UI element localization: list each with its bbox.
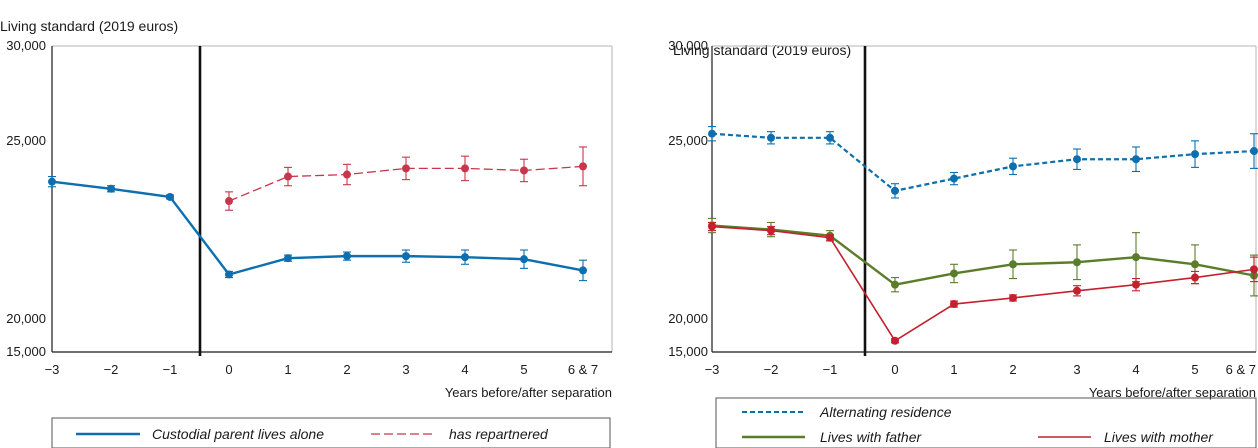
data-point-has-repartnered <box>284 172 292 181</box>
data-point-has-repartnered <box>343 170 351 179</box>
data-point-has-repartnered <box>461 164 469 173</box>
chart-left: Living standard (2019 euros) 30,000 25,0… <box>0 18 613 448</box>
data-point-has-repartnered <box>225 197 233 206</box>
data-point-custodial-parent-lives-alone <box>402 252 410 261</box>
legend-label: Lives with father <box>820 429 922 445</box>
legend-label: Alternating residence <box>819 404 952 420</box>
data-point-lives-with-mother <box>1073 286 1081 295</box>
y-tick-label: 20,000 <box>6 311 46 326</box>
data-point-alternating-residence <box>1132 155 1140 164</box>
series-line-lives-with-father <box>711 224 1255 286</box>
data-point-alternating-residence <box>826 133 834 142</box>
data-point-alternating-residence <box>950 174 958 183</box>
legend-label: Lives with mother <box>1104 429 1214 445</box>
legend-label: Custodial parent lives alone <box>152 426 324 442</box>
y-axis-title: Living standard (2019 euros) <box>0 18 178 34</box>
data-point-lives-with-mother <box>708 222 716 231</box>
x-tick-label: −1 <box>163 362 178 377</box>
data-point-has-repartnered <box>402 164 410 173</box>
data-point-lives-with-mother <box>1250 265 1258 274</box>
data-point-lives-with-mother <box>1009 293 1017 302</box>
data-point-has-repartnered <box>579 162 587 171</box>
data-point-lives-with-father <box>950 269 958 278</box>
data-point-alternating-residence <box>708 129 716 138</box>
x-axis-title: Years before/after separation <box>1089 385 1256 400</box>
legend-box <box>51 417 611 448</box>
x-tick-label: 0 <box>891 362 898 377</box>
series-line-lives-with-mother <box>711 225 1255 342</box>
x-tick-label: 4 <box>461 362 468 377</box>
data-point-custodial-parent-lives-alone <box>284 254 292 263</box>
series-line-custodial-parent-lives-alone <box>51 180 584 276</box>
y-tick-label: 30,000 <box>6 38 46 53</box>
x-tick-label: 5 <box>1191 362 1198 377</box>
x-tick-label: 1 <box>950 362 957 377</box>
data-point-custodial-parent-lives-alone <box>579 266 587 275</box>
x-tick-label: −3 <box>705 362 720 377</box>
x-tick-label: 3 <box>402 362 409 377</box>
data-point-lives-with-father <box>1132 253 1140 262</box>
data-point-custodial-parent-lives-alone <box>166 192 174 201</box>
data-point-custodial-parent-lives-alone <box>48 177 56 186</box>
data-point-lives-with-father <box>1191 260 1199 269</box>
x-tick-label: −1 <box>823 362 838 377</box>
x-tick-label: 0 <box>225 362 232 377</box>
y-tick-label: 25,000 <box>668 133 708 148</box>
data-point-lives-with-mother <box>767 226 775 235</box>
x-tick-label: 4 <box>1132 362 1139 377</box>
chart-right: Living standard (2019 euros) 30,000 25,0… <box>668 38 1258 448</box>
x-axis-title: Years before/after separation <box>445 385 612 400</box>
data-point-custodial-parent-lives-alone <box>107 184 115 193</box>
legend-label: has repartnered <box>449 426 549 442</box>
data-point-lives-with-father <box>891 280 899 289</box>
x-tick-label: 5 <box>520 362 527 377</box>
y-tick-label: 30,000 <box>668 38 708 53</box>
data-point-custodial-parent-lives-alone <box>461 253 469 262</box>
data-point-custodial-parent-lives-alone <box>520 255 528 264</box>
plot-area-left <box>48 146 587 282</box>
y-tick-label: 15,000 <box>668 344 708 359</box>
x-tick-label: 2 <box>343 362 350 377</box>
data-point-alternating-residence <box>1073 155 1081 164</box>
x-tick-label: 1 <box>284 362 291 377</box>
data-point-alternating-residence <box>891 186 899 195</box>
data-point-alternating-residence <box>767 133 775 142</box>
plot-area-right <box>708 126 1258 345</box>
data-point-lives-with-mother <box>950 300 958 309</box>
data-point-lives-with-mother <box>1191 273 1199 282</box>
x-tick-label: 2 <box>1009 362 1016 377</box>
data-point-lives-with-father <box>1009 260 1017 269</box>
data-point-alternating-residence <box>1250 147 1258 156</box>
y-tick-label: 25,000 <box>6 133 46 148</box>
x-tick-label: −3 <box>45 362 60 377</box>
data-point-lives-with-mother <box>891 336 899 345</box>
data-point-custodial-parent-lives-alone <box>225 270 233 279</box>
x-tick-label: 3 <box>1073 362 1080 377</box>
data-point-alternating-residence <box>1009 162 1017 171</box>
data-point-has-repartnered <box>520 166 528 175</box>
x-tick-label: −2 <box>104 362 119 377</box>
series-line-alternating-residence <box>711 132 1255 192</box>
data-point-lives-with-mother <box>1132 280 1140 289</box>
data-point-alternating-residence <box>1191 150 1199 159</box>
y-tick-label: 15,000 <box>6 344 46 359</box>
data-point-lives-with-father <box>1073 258 1081 267</box>
data-point-lives-with-mother <box>826 233 834 242</box>
legend-box <box>715 397 1257 448</box>
data-point-custodial-parent-lives-alone <box>343 252 351 261</box>
x-tick-label: 6 & 7 <box>1226 362 1256 377</box>
y-tick-label: 20,000 <box>668 311 708 326</box>
x-tick-label: 6 & 7 <box>568 362 598 377</box>
x-tick-label: −2 <box>764 362 779 377</box>
